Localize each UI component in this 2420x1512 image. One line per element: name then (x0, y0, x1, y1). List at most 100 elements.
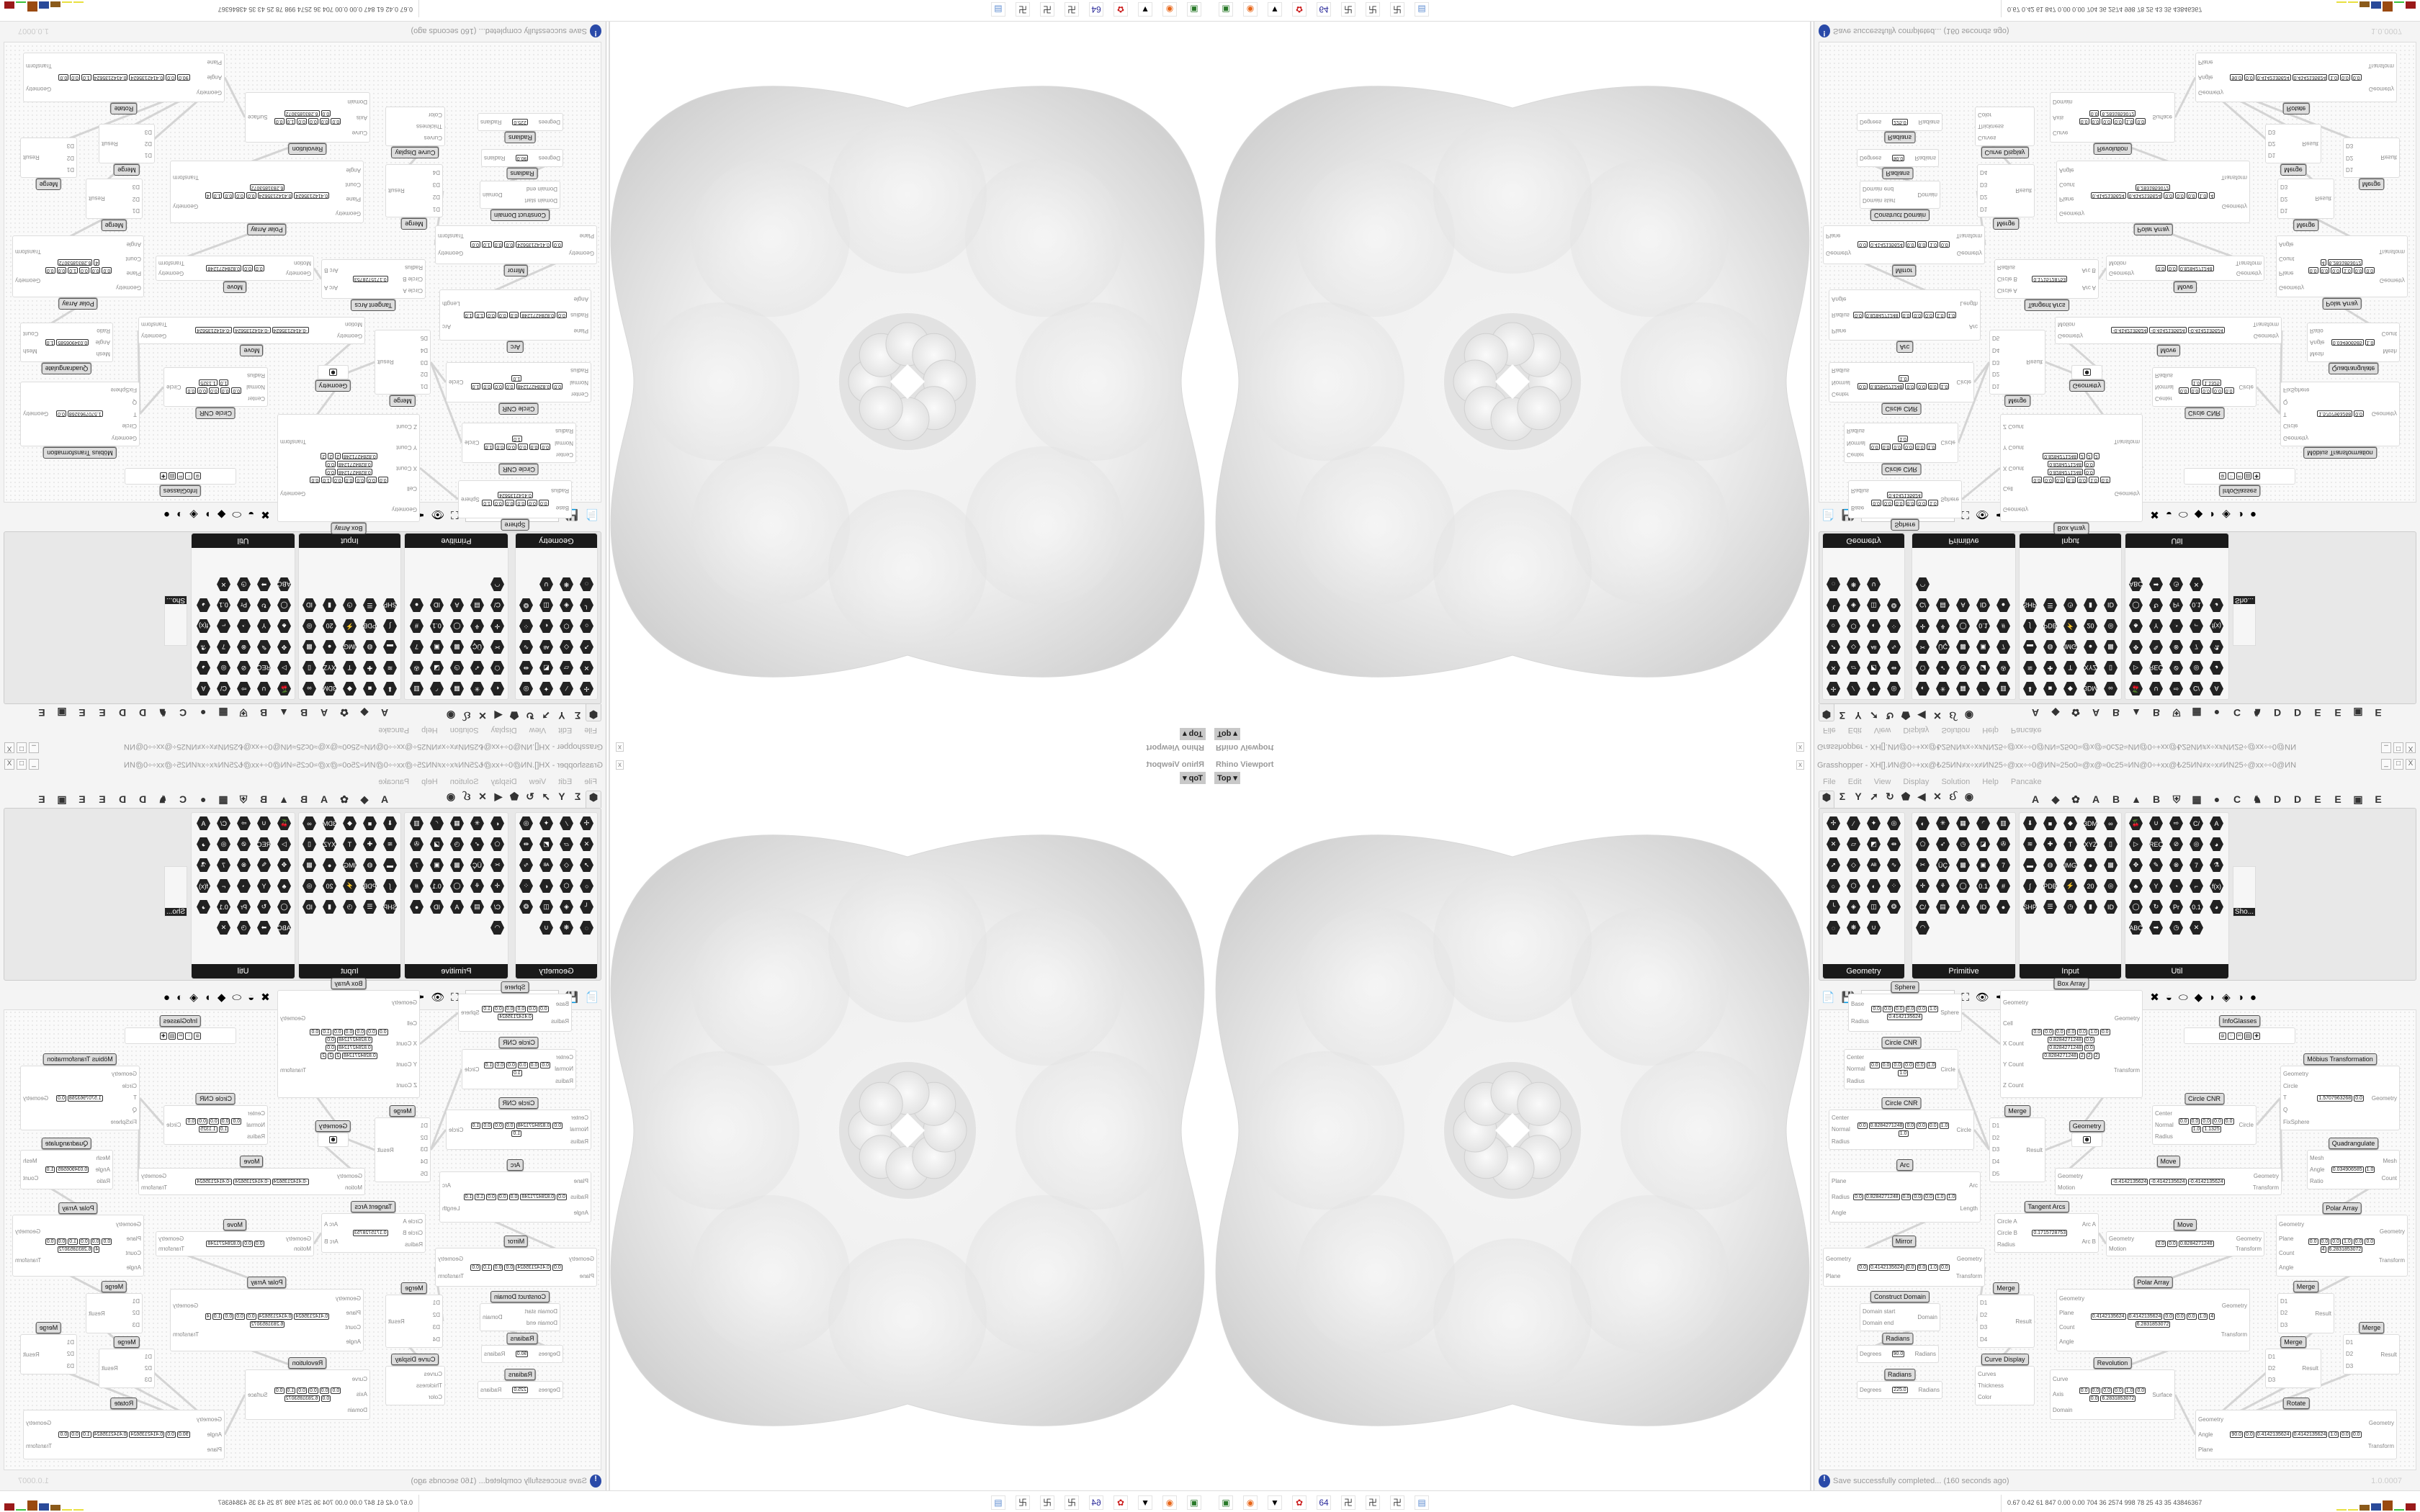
input-param[interactable]: Geometry (2109, 270, 2135, 277)
tab-letter[interactable]: ⛨ (239, 707, 248, 719)
component-icon[interactable]: ↻ (257, 598, 271, 612)
output-param[interactable]: Transform (2252, 321, 2279, 328)
input-param[interactable]: D1 (144, 152, 152, 159)
input-param[interactable]: Geometry (1826, 1255, 1852, 1262)
menu-pancake[interactable]: Pancake (378, 778, 410, 786)
component-icon[interactable]: ID (1976, 900, 1990, 914)
input-param[interactable]: Motion (2109, 259, 2127, 266)
value-field[interactable]: 0.0 (2353, 267, 2364, 274)
node-polar-array[interactable]: Geometry Plane Count Angle 0.0 0.0 0.0 1.0 0.0 0.… (12, 235, 144, 297)
component-icon[interactable]: 0.1 (2190, 598, 2203, 612)
value-field[interactable]: 1.0 (285, 118, 296, 125)
tab-icon[interactable]: ◀ (494, 710, 503, 721)
value-field[interactable]: 0.1715728753 (352, 276, 388, 282)
component-icon[interactable]: ◷ (1956, 837, 1970, 851)
value-field[interactable]: 0.4142135624 (2090, 192, 2126, 199)
node-quadrangulate[interactable]: Mesh Angle Ratio 0.034906585 1.0 Mesh Count (20, 1150, 113, 1189)
output-param[interactable]: Transform (15, 248, 42, 256)
value-field[interactable]: 0.4142135624 (257, 1313, 293, 1320)
input-param[interactable]: Curve (2053, 129, 2069, 136)
component-icon[interactable]: ◍ (363, 640, 377, 654)
node-title[interactable]: Radians (506, 1333, 538, 1344)
value-field[interactable]: 0.0 (254, 265, 264, 271)
component-icon[interactable]: ▤ (1936, 598, 1950, 612)
component-icon[interactable]: ⇹ (1887, 661, 1901, 675)
input-param[interactable]: T (133, 1094, 137, 1102)
component-icon[interactable]: ∿ (519, 858, 533, 872)
component-icon[interactable]: ⇨ (2169, 816, 2183, 830)
output-param[interactable]: Transform (158, 1246, 185, 1253)
node-merge[interactable]: D1 D2 D3 D4 D5 Result (1989, 330, 2045, 395)
input-param[interactable]: FixSphere (110, 1119, 137, 1126)
value-field[interactable]: 0.8284271248 (2048, 1037, 2083, 1043)
value-field[interactable]: 0.0 (2089, 110, 2099, 117)
output-param[interactable]: Circle (1956, 1126, 1971, 1133)
tab-icon[interactable]: Y (558, 791, 565, 802)
value-field[interactable]: 0.0 (482, 1122, 493, 1129)
node-radians[interactable]: Degrees 225.0 Radians (1857, 113, 1942, 131)
input-param[interactable]: Curves (424, 1370, 442, 1377)
value-field[interactable]: 0.0 (1892, 444, 1903, 450)
shortcut-panel[interactable]: Sho... (164, 595, 187, 646)
tab-icon[interactable]: ➚ (542, 710, 550, 721)
tab-icon[interactable]: ✕ (478, 791, 487, 802)
value-field[interactable]: 0.0 (1894, 1005, 1904, 1012)
input-param[interactable]: Domain (2053, 99, 2073, 106)
node-move[interactable]: Geometry Motion -0.4142135624 -0.4142135624… (138, 1168, 365, 1195)
input-param[interactable]: Axis (2053, 114, 2064, 121)
node-title[interactable]: Geometry (315, 380, 351, 392)
input-param[interactable]: D3 (2346, 142, 2354, 149)
node-curve-display[interactable]: Curves Thickness Color (1975, 1366, 2035, 1405)
node-title[interactable]: InfoGlasses (2218, 1015, 2261, 1027)
input-param[interactable]: Radius (551, 1017, 569, 1025)
value-field[interactable]: 0.0 (1917, 1264, 1927, 1271)
value-field[interactable]: 0.0 (1857, 1264, 1868, 1271)
input-param[interactable]: Geometry (2279, 1220, 2305, 1228)
taskbar-app-calculator[interactable]: ▤ (991, 2, 1005, 17)
component-icon[interactable]: ⌐ (2190, 879, 2203, 893)
output-param[interactable]: Geometry (2114, 490, 2140, 498)
tab-letter[interactable]: E (2314, 707, 2321, 719)
value-field[interactable]: 1.0 (81, 1431, 91, 1438)
value-field[interactable]: 0.0 (2178, 387, 2189, 395)
component-icon[interactable]: ◐ (1867, 879, 1881, 893)
input-param[interactable]: Domain end (526, 185, 557, 192)
value-field[interactable]: 0.0 (1857, 1122, 1868, 1129)
tab-icon[interactable]: ↻ (526, 791, 534, 802)
value-field[interactable]: 0.0 (538, 500, 549, 507)
value-field[interactable]: 1.0 (1928, 241, 1938, 248)
tab-icon[interactable]: Σ (574, 791, 581, 802)
value-field[interactable]: 0.0 (310, 1029, 321, 1035)
component-icon[interactable]: ⁘ (519, 879, 533, 893)
value-field[interactable]: 0.0 (2043, 477, 2053, 483)
component-icon[interactable]: ID (1976, 598, 1990, 612)
value-field[interactable]: -0.4142135624 (272, 1178, 309, 1185)
tab-letter[interactable]: C (2233, 793, 2241, 805)
component-icon[interactable]: ⚡ (2063, 879, 2077, 893)
value-field[interactable]: 0.0 (246, 1313, 256, 1320)
component-icon[interactable]: ▬ (2023, 858, 2037, 872)
input-param[interactable]: Count (125, 256, 141, 263)
component-icon[interactable]: ● (323, 640, 336, 654)
input-param[interactable]: Plane (2198, 1446, 2213, 1453)
input-param[interactable]: D3 (66, 1363, 74, 1370)
value-field[interactable]: 0.0 (2066, 477, 2076, 483)
tab-letter[interactable]: ▣ (57, 793, 67, 805)
component-icon[interactable]: ⇹ (519, 661, 533, 675)
node-title[interactable]: Box Array (331, 523, 367, 534)
node-merge[interactable]: D1 D2 D3 Result (20, 1334, 77, 1374)
value-field[interactable]: 1.0 (218, 1125, 229, 1133)
taskbar-app-firefox[interactable]: ◉ (1243, 1495, 1258, 1510)
input-param[interactable]: Angle (126, 241, 141, 248)
input-param[interactable]: D3 (2268, 128, 2276, 135)
taskbar-app-inkscape[interactable]: ▼ (1138, 1495, 1152, 1510)
node-title[interactable]: Rotate (110, 1398, 138, 1409)
input-param[interactable]: T (2283, 1094, 2287, 1102)
component-icon[interactable]: ⊘ (237, 661, 251, 675)
component-icon[interactable]: Pr (2169, 900, 2183, 914)
node-mirror[interactable]: Geometry Plane 0.0 0.4142135624 0.0 0.0 1.0 0.0… (1823, 225, 1985, 264)
tab-letter[interactable]: ♞ (2252, 707, 2262, 719)
component-icon[interactable]: ✥ (277, 640, 291, 654)
value-field[interactable]: 0.0 (2354, 1094, 2364, 1102)
tab-icon[interactable]: ✕ (1933, 791, 1942, 802)
